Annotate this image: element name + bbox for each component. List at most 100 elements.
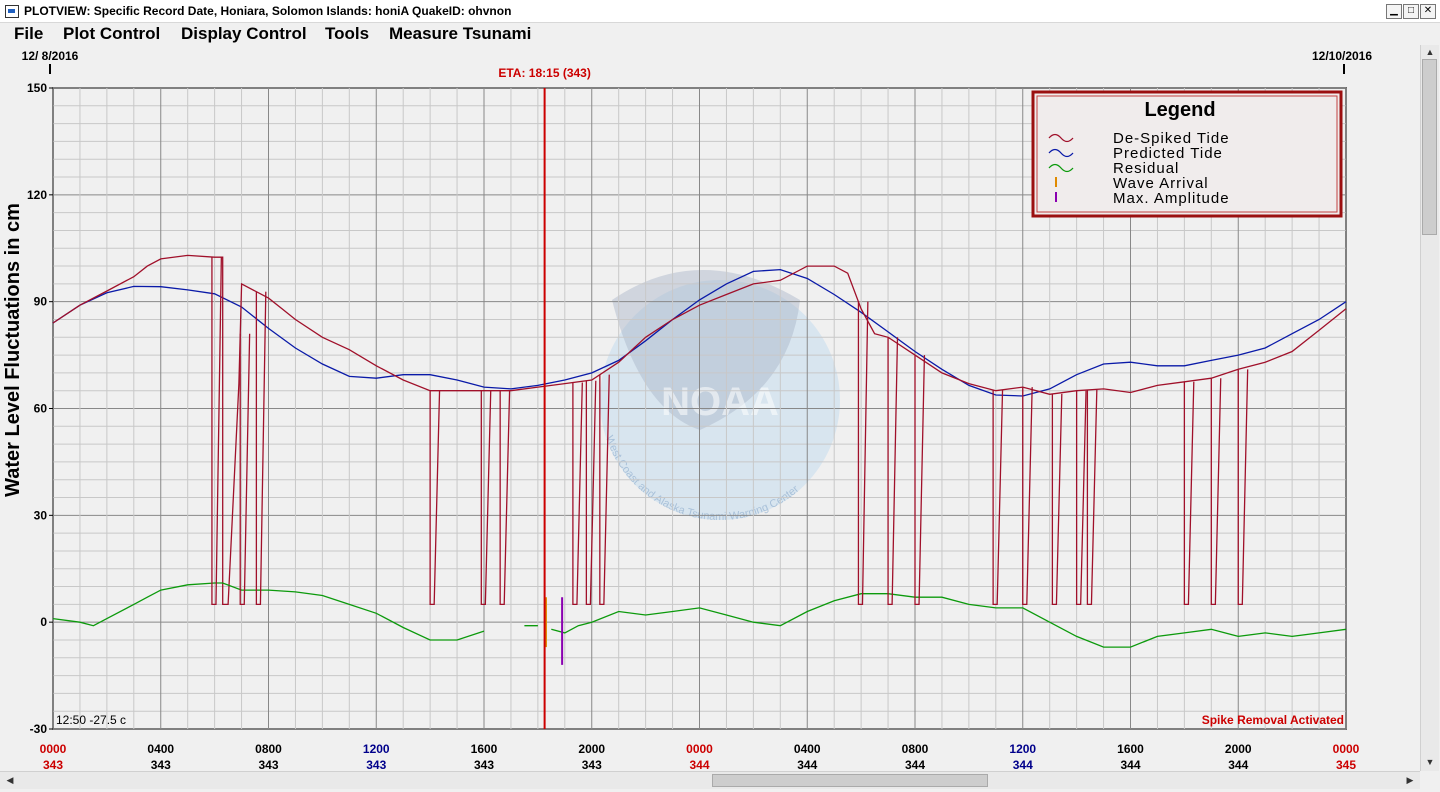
x-tick-day-label: 344 (1228, 758, 1248, 771)
x-tick-day-label: 343 (151, 758, 171, 771)
minimize-button[interactable]: ▁ (1386, 4, 1402, 19)
y-tick-label: 90 (34, 295, 48, 309)
title-bar: PLOTVIEW: Specific Record Date, Honiara,… (0, 0, 1440, 23)
x-tick-day-label: 344 (797, 758, 817, 771)
plot-grid (52, 87, 1347, 730)
series-line-de-spiked-tide (52, 254, 1347, 606)
legend-item-label: Residual (1113, 160, 1179, 177)
resize-grip-icon[interactable] (1420, 771, 1440, 792)
legend-wave-icon (1048, 163, 1074, 173)
x-axis: 0000 343 0400 343 0800 343 1200 343 1600 343 2000 3… (40, 742, 1360, 771)
menu-plot-control[interactable]: Plot Control (63, 24, 161, 43)
horizontal-scroll-thumb[interactable] (712, 774, 988, 787)
x-tick-day-label: 344 (689, 758, 709, 771)
x-tick-day-label: 343 (582, 758, 602, 771)
menu-tools[interactable]: Tools (325, 24, 370, 43)
eta-label: ETA: 18:15 (343) (498, 66, 590, 80)
x-tick-day-label: 343 (366, 758, 386, 771)
y-tick-label: 150 (27, 81, 47, 95)
tide-spike (572, 382, 583, 606)
x-tick-time-label: 1600 (1117, 742, 1144, 756)
x-tick-time-label: 0000 (40, 742, 67, 756)
legend-title: Legend (1144, 99, 1215, 121)
tide-spike (1183, 381, 1195, 606)
tide-spike (857, 301, 869, 606)
x-tick-time-label: 0800 (902, 742, 929, 756)
x-tick-time-label: 1200 (363, 742, 390, 756)
x-tick-day-label: 344 (905, 758, 925, 771)
tide-spike (585, 380, 597, 606)
x-tick-day-label: 343 (43, 758, 63, 771)
close-button[interactable]: ✕ (1420, 4, 1436, 19)
x-tick-day-label: 344 (1120, 758, 1140, 771)
horizontal-scrollbar[interactable]: ◀ ▶ (0, 771, 1420, 789)
menu-file[interactable]: File (14, 24, 44, 43)
x-tick-time-label: 2000 (578, 742, 605, 756)
x-tick-time-label: 0000 (1333, 742, 1360, 756)
scroll-left-arrow-icon[interactable]: ◀ (6, 775, 14, 785)
tide-spike (1086, 389, 1098, 606)
tide-spike (599, 374, 610, 606)
x-tick-day-label: 343 (258, 758, 278, 771)
y-tick-label: 60 (34, 402, 48, 416)
scroll-right-arrow-icon[interactable]: ▶ (1406, 775, 1414, 785)
x-tick-time-label: 1600 (471, 742, 498, 756)
tide-spike (914, 355, 926, 606)
tide-spike (239, 333, 251, 606)
legend-item-label: Max. Amplitude (1113, 190, 1230, 207)
legend-item-label: Wave Arrival (1113, 175, 1209, 192)
x-tick-time-label: 0800 (255, 742, 282, 756)
legend-item-label: De-Spiked Tide (1113, 130, 1230, 147)
x-tick-time-label: 0400 (147, 742, 174, 756)
tide-spike (887, 337, 899, 606)
window-title: PLOTVIEW: Specific Record Date, Honiara,… (24, 4, 512, 18)
legend-item-label: Predicted Tide (1113, 145, 1223, 162)
x-tick-time-label: 0000 (686, 742, 713, 756)
x-tick-day-label: 345 (1336, 758, 1356, 771)
tide-spike (1075, 390, 1087, 606)
y-tick-label: 120 (27, 188, 47, 202)
series-line-residual (52, 582, 1347, 648)
x-tick-time-label: 1200 (1009, 742, 1036, 756)
legend-wave-icon (1048, 133, 1074, 143)
menu-measure-tsunami[interactable]: Measure Tsunami (389, 24, 532, 43)
legend-wave-icon (1048, 148, 1074, 158)
y-axis-title: Water Level Fluctuations in cm (2, 203, 24, 497)
app-icon (5, 5, 19, 18)
tide-spike (1051, 393, 1063, 606)
x-tick-day-label: 343 (474, 758, 494, 771)
legend-frame (1031, 90, 1343, 218)
tide-spike (1237, 369, 1249, 606)
vertical-scroll-thumb[interactable] (1422, 59, 1437, 235)
watermark-text: NOAA (661, 380, 779, 424)
y-axis: 150 120 90 60 30 0 -30 (27, 81, 53, 736)
scroll-up-arrow-icon[interactable]: ▲ (1425, 47, 1435, 57)
tide-spike (1210, 378, 1222, 606)
menu-display-control[interactable]: Display Control (181, 24, 307, 43)
y-tick-label: -30 (30, 722, 48, 736)
tide-spike (992, 389, 1004, 606)
tide-spike (1022, 387, 1033, 606)
x-tick-day-label: 344 (1013, 758, 1033, 771)
x-tick-time-label: 0400 (794, 742, 821, 756)
tide-spike (499, 390, 511, 606)
vertical-scrollbar[interactable]: ▲ ▼ (1420, 45, 1439, 771)
tide-spike (480, 390, 492, 606)
tide-spike (211, 256, 223, 606)
y-tick-label: 0 (40, 615, 47, 629)
series-line-predicted-tide (52, 268, 1347, 397)
end-date-label: 12/10/2016 (1312, 49, 1372, 63)
start-date-label: 12/ 8/2016 (22, 49, 79, 63)
tide-spike (255, 291, 267, 606)
tide-spike (429, 390, 441, 606)
series-layer (52, 254, 1347, 665)
maximize-button[interactable]: □ (1403, 4, 1419, 19)
scroll-down-arrow-icon[interactable]: ▼ (1425, 757, 1435, 767)
menu-bar: File Plot Control Display Control Tools … (0, 23, 1440, 45)
cursor-readout: 12:50 -27.5 c (56, 713, 126, 727)
spike-removal-status: Spike Removal Activated (1202, 713, 1344, 727)
legend-inner-frame (1036, 95, 1338, 213)
